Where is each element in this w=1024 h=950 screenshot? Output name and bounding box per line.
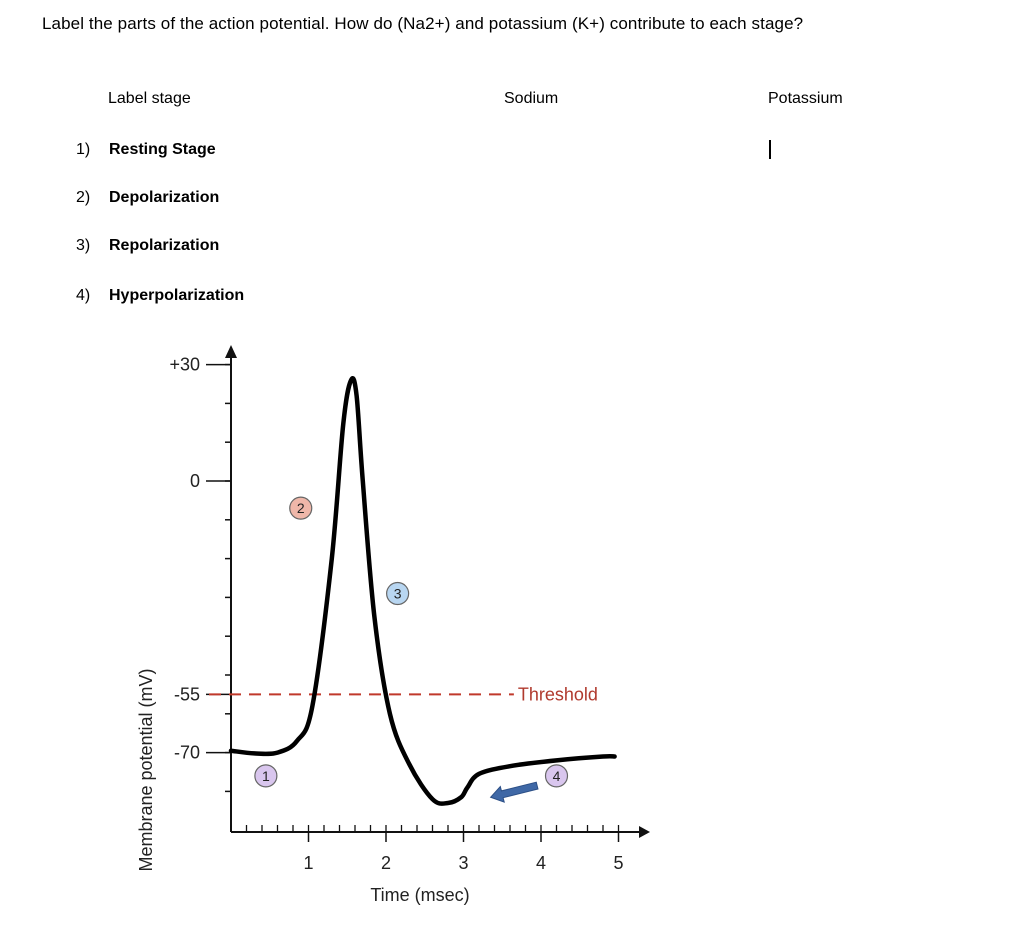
stage-label: Hyperpolarization <box>109 287 245 304</box>
action-potential-line <box>228 376 617 806</box>
y-tick-label: 0 <box>190 471 200 491</box>
stage-marker-label: 4 <box>553 768 561 784</box>
stage-label: Depolarization <box>109 189 220 206</box>
x-tick-label: 1 <box>303 853 313 873</box>
header-sodium: Sodium <box>504 90 559 107</box>
stage-label: Resting Stage <box>109 141 216 158</box>
y-tick-label: -55 <box>174 684 200 704</box>
question-text: Label the parts of the action potential.… <box>42 14 804 33</box>
stage-marker-label: 2 <box>297 500 305 516</box>
x-tick-label: 5 <box>613 853 623 873</box>
arrow-shape <box>489 781 539 803</box>
stage-row-4: 4) Hyperpolarization <box>76 287 244 305</box>
stage-number: 1) <box>76 141 91 158</box>
stage-marker-circle <box>254 764 278 788</box>
y-tick-label: -70 <box>174 743 200 763</box>
stage-number: 4) <box>76 287 91 304</box>
y-tick-label: +30 <box>169 355 200 375</box>
x-tick-label: 4 <box>536 853 546 873</box>
stage-number: 3) <box>76 237 91 254</box>
stage-marker-circle <box>386 581 410 606</box>
y-axis-arrowhead <box>225 345 237 358</box>
hyperpolarization-arrow <box>489 781 539 803</box>
stage-marker-label: 1 <box>262 768 270 784</box>
x-axis-arrowhead <box>639 826 650 838</box>
header-potassium: Potassium <box>768 90 843 107</box>
stage-marker-circle <box>544 764 569 788</box>
text-cursor <box>769 140 771 159</box>
x-tick-label: 3 <box>458 853 468 873</box>
stage-marker-label: 3 <box>394 586 402 602</box>
x-tick-label: 2 <box>381 853 391 873</box>
stage-label: Repolarization <box>109 237 220 254</box>
stage-number: 2) <box>76 189 91 206</box>
y-axis-label: Membrane potential (mV) <box>136 668 156 871</box>
action-potential-chart: Membrane potential (mV) Time (msec) +30 0… <box>120 335 660 915</box>
threshold-label: Threshold <box>518 684 598 704</box>
stage-row-3: 3) Repolarization <box>76 237 219 255</box>
stage-marker-circle <box>289 496 313 520</box>
stage-row-2: 2) Depolarization <box>76 189 219 207</box>
chart-svg: Membrane potential (mV) Time (msec) +30 0… <box>136 345 650 905</box>
x-axis-label: Time (msec) <box>370 885 469 905</box>
header-label-stage: Label stage <box>108 90 191 107</box>
stage-row-1: 1) Resting Stage <box>76 141 216 159</box>
